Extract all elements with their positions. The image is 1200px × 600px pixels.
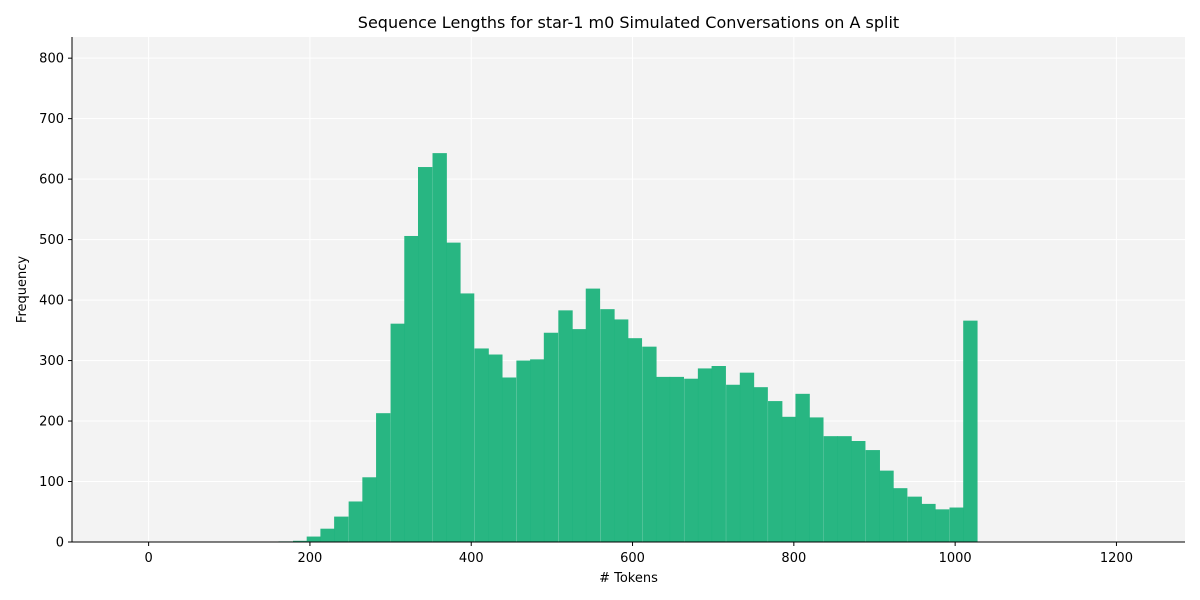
histogram-bar — [879, 470, 894, 542]
histogram-bar — [934, 509, 950, 542]
y-tick-label: 600 — [39, 173, 64, 188]
x-tick-label: 400 — [459, 551, 484, 566]
histogram-bar — [655, 376, 671, 542]
chart-title: Sequence Lengths for star-1 m0 Simulated… — [358, 13, 899, 32]
histogram-bar — [809, 417, 824, 542]
histogram-bar — [963, 320, 978, 542]
histogram-bar — [572, 329, 587, 542]
histogram-bar — [865, 450, 880, 542]
histogram-bar — [530, 359, 545, 542]
histogram-bar — [474, 348, 489, 542]
histogram-bar — [600, 309, 615, 542]
histogram-bar — [893, 488, 908, 542]
y-tick-label: 200 — [39, 415, 64, 430]
histogram-bar — [306, 536, 322, 542]
y-axis-label: Frequency — [15, 256, 30, 323]
histogram-bar — [768, 401, 783, 542]
histogram-bar — [362, 477, 377, 542]
x-tick-label: 200 — [298, 551, 323, 566]
x-tick-label: 1000 — [939, 551, 972, 566]
histogram-bar — [921, 503, 936, 542]
histogram-bar — [417, 167, 433, 542]
histogram-bar — [516, 360, 531, 542]
histogram-bar — [558, 310, 573, 542]
histogram-bar — [627, 338, 643, 542]
histogram-bar — [348, 501, 363, 542]
histogram-bar — [543, 332, 559, 542]
histogram-bar — [739, 372, 755, 542]
histogram-bar — [390, 323, 405, 542]
y-tick-label: 700 — [39, 112, 64, 127]
histogram-bar — [949, 507, 964, 542]
histogram-bar — [446, 242, 461, 543]
histogram-bar — [585, 288, 601, 542]
axes — [68, 37, 1185, 546]
histogram-bar — [501, 377, 517, 542]
histogram-bar — [753, 387, 768, 542]
x-tick-label: 1200 — [1100, 551, 1133, 566]
histogram-bar — [697, 368, 713, 542]
x-tick-label: 0 — [144, 551, 152, 566]
histogram-bar — [851, 441, 866, 542]
histogram-bar — [376, 413, 391, 542]
histogram-bar — [669, 376, 684, 542]
y-tick-label: 0 — [56, 536, 64, 551]
histogram-bar — [726, 384, 741, 542]
x-axis-label: # Tokens — [599, 571, 658, 586]
x-tick-label: 600 — [620, 551, 645, 566]
histogram-bar — [642, 346, 657, 542]
histogram-bar — [781, 416, 797, 542]
histogram-bars — [278, 153, 978, 543]
histogram-bar — [404, 235, 419, 542]
y-tick-label: 800 — [39, 52, 64, 67]
y-tick-label: 500 — [39, 233, 64, 248]
histogram-bar — [823, 436, 839, 542]
histogram-bar — [320, 528, 335, 542]
histogram-bar — [711, 366, 726, 542]
histogram-bar — [613, 319, 629, 542]
tick-labels: 0 200 400 600 800 1000 1200 0 100 200 300 400 500 600… — [39, 52, 1133, 566]
histogram-bar — [795, 393, 810, 542]
y-tick-label: 400 — [39, 294, 64, 309]
y-tick-label: 300 — [39, 354, 64, 369]
histogram-bar — [459, 293, 475, 542]
y-tick-label: 100 — [39, 475, 64, 490]
histogram-bar — [837, 436, 852, 542]
histogram-bar — [292, 540, 308, 542]
histogram-bar — [432, 153, 447, 543]
histogram-bar — [684, 378, 699, 542]
histogram-bar — [488, 354, 503, 542]
x-tick-label: 800 — [781, 551, 806, 566]
histogram-bar — [907, 496, 922, 542]
histogram-bar — [334, 516, 349, 542]
